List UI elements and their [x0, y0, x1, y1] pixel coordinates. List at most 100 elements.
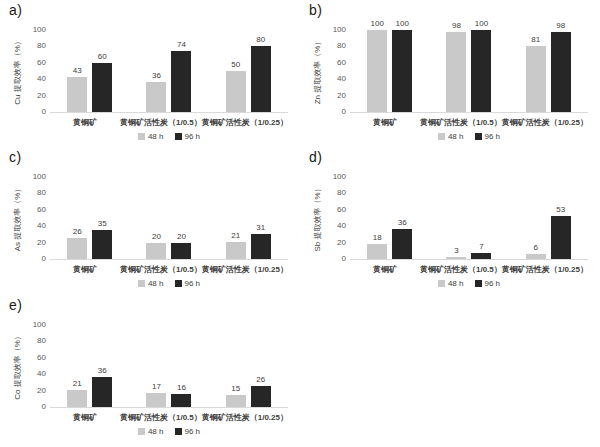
y-axis-tick: 60: [37, 205, 46, 215]
bar-value-label: 98: [452, 21, 461, 30]
chart-panel-b: b) Zn 提取效率（%） 020406080100 1001009810081…: [300, 0, 600, 147]
category-label: 黄铜矿活性炭（1/0.25）: [502, 117, 588, 128]
bar-value-label: 35: [98, 219, 107, 228]
plot-area: 43 60 36 74 50 80: [50, 30, 288, 113]
plot-area: 213617161526: [50, 325, 288, 408]
y-axis-ticks: 020406080100: [24, 325, 50, 407]
chart-panel-a: a) Cu 提取效率（%） 020406080100 436036745080 …: [0, 0, 300, 147]
chart-panel-d: d) Sb 提取效率（%） 020406080100 183637653 黄铜矿…: [300, 147, 600, 295]
y-axis-tick: 40: [37, 74, 46, 84]
legend-label: 48 h: [448, 279, 464, 288]
legend: 48 h 96 h: [50, 132, 288, 141]
category-labels: 黄铜矿黄铜矿活性炭（1/0.5）黄铜矿活性炭（1/0.25）: [350, 117, 588, 128]
y-axis-title: Zn 提取效率（%）: [310, 30, 324, 112]
bar-value-label: 80: [256, 35, 265, 44]
legend-label: 48 h: [148, 279, 164, 288]
chart-panel-c: c) As 提取效率（%） 020406080100 263520202131 …: [0, 147, 300, 295]
legend-item-96h: 96 h: [475, 132, 501, 141]
y-axis-tick: 20: [37, 91, 46, 101]
bar-96h: 74: [171, 51, 191, 112]
bar-group: 1836: [350, 177, 429, 259]
category-label: 黄铜矿活性炭（1/0.5）: [120, 412, 202, 423]
figure-grid: a) Cu 提取效率（%） 020406080100 436036745080 …: [0, 0, 600, 447]
legend-item-48h: 48 h: [438, 279, 464, 288]
chart-area: Zn 提取效率（%） 020406080100 100100981008198 …: [310, 30, 588, 141]
bar-value-label: 74: [177, 40, 186, 49]
bar-96h: 100: [392, 30, 412, 112]
bar-48h: 17: [146, 393, 166, 407]
y-axis-tick: 40: [37, 221, 46, 231]
plot-wrap: 263520202131 黄铜矿黄铜矿活性炭（1/0.5）黄铜矿活性炭（1/0.…: [50, 177, 288, 288]
y-axis-tick: 20: [37, 386, 46, 396]
y-axis-tick: 40: [337, 74, 346, 84]
bar-96h: 36: [392, 229, 412, 259]
bar-value-label: 16: [177, 383, 186, 392]
bar-group: 26 35: [50, 177, 129, 259]
y-axis-title-text: Zn 提取效率（%）: [312, 38, 323, 105]
bar-96h: 53: [551, 216, 571, 259]
bar-96h: 7: [471, 253, 491, 259]
legend-item-96h: 96 h: [175, 279, 201, 288]
bar-group: 1526: [209, 325, 288, 407]
category-label: 黄铜矿活性炭（1/0.5）: [420, 264, 502, 275]
y-axis-tick: 80: [337, 188, 346, 198]
y-axis-tick: 20: [37, 238, 46, 248]
bar-96h: 36: [92, 377, 112, 407]
bar-value-label: 17: [152, 382, 161, 391]
bar-value-label: 26: [73, 227, 82, 236]
bar-value-label: 100: [370, 19, 383, 28]
bar-96h: 26: [251, 386, 271, 407]
bar-48h: 3: [446, 257, 466, 259]
legend-swatch: [138, 133, 145, 140]
category-label: 黄铜矿: [350, 117, 420, 128]
bar-group: 37: [429, 177, 508, 259]
category-label: 黄铜矿活性炭（1/0.25）: [202, 412, 288, 423]
bar-value-label: 43: [73, 66, 82, 75]
y-axis-tick: 60: [37, 58, 46, 68]
legend-label: 48 h: [448, 132, 464, 141]
y-axis-title-text: Sb 提取效率（%）: [312, 184, 323, 251]
category-label: 黄铜矿: [50, 412, 120, 423]
bar-group: 21 36: [50, 325, 129, 407]
chart-area: Co 提取效率（%） 020406080100 213617161526 黄铜矿…: [10, 325, 288, 436]
bar-value-label: 15: [231, 384, 240, 393]
bar-value-label: 6: [534, 243, 538, 252]
bar-group: 1716: [129, 325, 208, 407]
bar-group: 98100: [429, 30, 508, 112]
legend: 48 h 96 h: [50, 279, 288, 288]
y-axis-title-text: As 提取效率（%）: [12, 185, 23, 252]
plot-area: 183637653: [350, 177, 588, 260]
chart-area: Sb 提取效率（%） 020406080100 183637653 黄铜矿黄铜矿…: [310, 177, 588, 288]
y-axis-tick: 80: [337, 41, 346, 51]
plot-area: 263520202131: [50, 177, 288, 260]
bar-48h: 15: [226, 395, 246, 407]
legend-item-96h: 96 h: [175, 427, 201, 436]
y-axis-ticks: 020406080100: [324, 30, 350, 112]
bar-96h: 20: [171, 243, 191, 259]
legend-label: 96 h: [485, 279, 501, 288]
bar-group: 2020: [129, 177, 208, 259]
bar-96h: 60: [92, 63, 112, 112]
bar-48h: 21: [67, 390, 87, 407]
chart-panel-e: e) Co 提取效率（%） 020406080100 213617161526 …: [0, 295, 300, 447]
bar-value-label: 36: [152, 71, 161, 80]
legend: 48 h96 h: [50, 427, 288, 436]
y-axis-tick: 60: [337, 58, 346, 68]
category-label: 黄铜矿活性炭（1/0.25）: [202, 117, 288, 128]
empty-panel: [300, 295, 600, 447]
bar-value-label: 3: [454, 246, 458, 255]
bar-48h: 18: [367, 244, 387, 259]
bar-value-label: 36: [398, 218, 407, 227]
bar-48h: 50: [226, 71, 246, 112]
bar-value-label: 100: [395, 19, 408, 28]
legend-item-96h: 96 h: [475, 279, 501, 288]
y-axis-title: As 提取效率（%）: [10, 177, 24, 259]
legend-swatch: [175, 133, 182, 140]
bar-48h: 100: [367, 30, 387, 112]
legend-swatch: [138, 280, 145, 287]
legend-item-48h: 48 h: [138, 132, 164, 141]
panel-label: d): [309, 149, 322, 165]
bar-group: 6 53: [509, 177, 588, 259]
legend-item-96h: 96 h: [175, 132, 201, 141]
y-axis-title-text: Co 提取效率（%）: [12, 332, 23, 400]
